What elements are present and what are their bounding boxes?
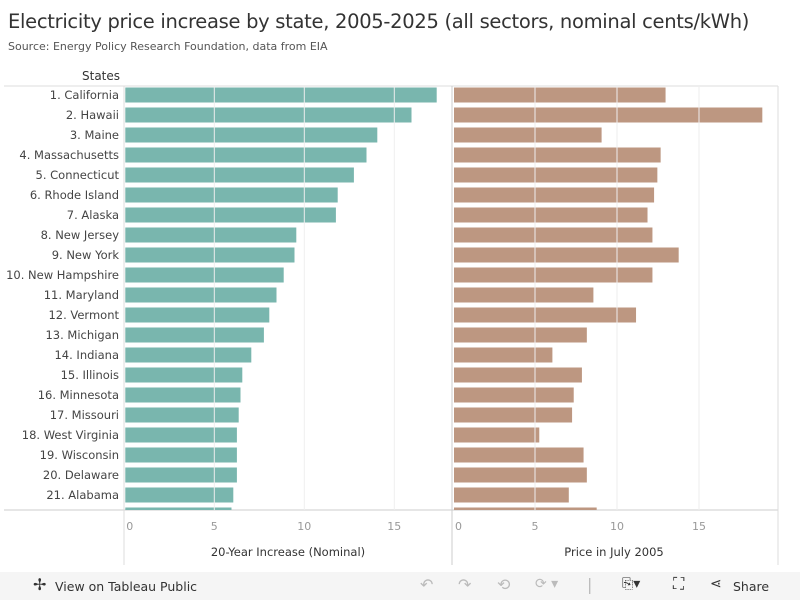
bar-price2005[interactable] — [454, 447, 584, 463]
bar-increase[interactable] — [125, 427, 237, 443]
bar-price2005[interactable] — [454, 267, 653, 283]
bar-increase[interactable] — [125, 107, 412, 123]
bar-increase[interactable] — [125, 487, 234, 503]
x-tick-label: 0 — [126, 520, 133, 533]
state-label: 10. New Hampshire — [6, 268, 119, 282]
state-label: 4. Massachusetts — [19, 148, 119, 162]
bar-increase[interactable] — [125, 387, 241, 403]
row-header-states: States — [82, 69, 121, 83]
bar-price2005[interactable] — [454, 107, 763, 123]
redo-icon[interactable]: ↷ — [458, 575, 472, 594]
bar-price2005[interactable] — [454, 147, 661, 163]
bar-price2005[interactable] — [454, 227, 653, 243]
state-label: 17. Missouri — [50, 408, 119, 422]
bar-increase[interactable] — [125, 307, 270, 323]
state-label: 21. Alabama — [46, 488, 119, 502]
bar-increase[interactable] — [125, 467, 237, 483]
tableau-toolbar: ✢ View on Tableau Public ↶ ↷ ⟲ ⟳ ▾ | ⎘▾ … — [0, 572, 800, 600]
refresh-icon[interactable]: ⟳ ▾ — [535, 576, 559, 592]
share-button[interactable]: Share — [733, 579, 770, 594]
bar-increase[interactable] — [125, 247, 295, 263]
download-icon[interactable]: ⎘▾ — [622, 576, 641, 592]
chart-title: Electricity price increase by state, 200… — [8, 10, 750, 33]
x-tick-label: 5 — [532, 520, 539, 533]
state-label: 2. Hawaii — [66, 108, 119, 122]
divider: | — [587, 575, 593, 594]
state-label: 11. Maryland — [44, 288, 119, 302]
bar-increase[interactable] — [125, 347, 252, 363]
state-label: 13. Michigan — [45, 328, 119, 342]
x-tick-label: 10 — [297, 520, 311, 533]
view-on-tableau-public-link[interactable]: View on Tableau Public — [55, 579, 198, 594]
state-label: 8. New Jersey — [41, 228, 120, 242]
x-tick-label: 0 — [455, 520, 462, 533]
bar-price2005[interactable] — [454, 307, 637, 323]
bar-increase[interactable] — [125, 127, 378, 143]
x-axis-title: Price in July 2005 — [564, 545, 663, 559]
x-tick-label: 10 — [610, 520, 624, 533]
x-axis-title: 20-Year Increase (Nominal) — [211, 545, 365, 559]
x-tick-label: 5 — [211, 520, 218, 533]
bar-increase[interactable] — [125, 327, 264, 343]
share-icon[interactable]: ⋖ — [710, 576, 722, 592]
bar-increase[interactable] — [125, 227, 297, 243]
bar-increase[interactable] — [125, 267, 284, 283]
bar-price2005[interactable] — [454, 487, 569, 503]
bar-price2005[interactable] — [454, 327, 587, 343]
bar-increase[interactable] — [125, 207, 336, 223]
tableau-logo-icon: ✢ — [33, 575, 47, 594]
state-label: 18. West Virginia — [22, 428, 119, 442]
bar-price2005[interactable] — [454, 87, 666, 103]
bar-increase[interactable] — [125, 187, 338, 203]
bar-price2005[interactable] — [454, 367, 582, 383]
bar-price2005[interactable] — [454, 167, 658, 183]
fullscreen-icon[interactable]: ⛶ — [673, 574, 685, 593]
state-label: 16. Minnesota — [38, 388, 119, 402]
state-label: 20. Delaware — [43, 468, 119, 482]
state-label: 3. Maine — [70, 128, 119, 142]
state-label: 6. Rhode Island — [30, 188, 119, 202]
chart-subtitle: Source: Energy Policy Research Foundatio… — [8, 40, 328, 53]
bar-price2005[interactable] — [454, 287, 594, 303]
bar-price2005[interactable] — [454, 207, 648, 223]
bar-increase[interactable] — [125, 507, 232, 523]
bar-increase[interactable] — [125, 87, 437, 103]
bar-price2005[interactable] — [454, 507, 597, 523]
state-label: 14. Indiana — [54, 348, 119, 362]
revert-icon[interactable]: ⟲ — [497, 575, 511, 594]
state-label: 5. Connecticut — [36, 168, 120, 182]
bar-increase[interactable] — [125, 447, 237, 463]
bar-price2005[interactable] — [454, 247, 679, 263]
bar-increase[interactable] — [125, 167, 354, 183]
state-label: 19. Wisconsin — [40, 448, 119, 462]
bar-increase[interactable] — [125, 287, 277, 303]
bar-price2005[interactable] — [454, 347, 553, 363]
bar-increase[interactable] — [125, 147, 367, 163]
state-label: 7. Alaska — [67, 208, 119, 222]
state-label: 12. Vermont — [48, 308, 119, 322]
bar-price2005[interactable] — [454, 127, 602, 143]
undo-icon[interactable]: ↶ — [420, 575, 434, 594]
state-label: 9. New York — [52, 248, 120, 262]
bar-price2005[interactable] — [454, 427, 540, 443]
bar-increase[interactable] — [125, 407, 239, 423]
bar-price2005[interactable] — [454, 407, 573, 423]
bar-price2005[interactable] — [454, 467, 587, 483]
x-tick-label: 15 — [387, 520, 401, 533]
bar-chart: 1. California 2. Hawaii 3. Maine 4. Massach… — [4, 85, 779, 565]
x-tick-label: 15 — [692, 520, 706, 533]
bar-increase[interactable] — [125, 367, 243, 383]
bar-price2005[interactable] — [454, 387, 574, 403]
state-label: 1. California — [50, 88, 119, 102]
bar-price2005[interactable] — [454, 187, 655, 203]
state-label: 15. Illinois — [61, 368, 119, 382]
